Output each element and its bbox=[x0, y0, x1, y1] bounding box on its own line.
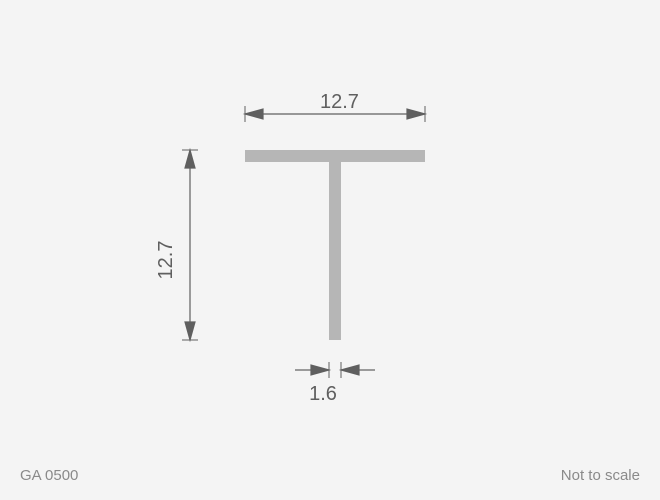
profile-top bbox=[245, 150, 425, 162]
product-code: GA 0500 bbox=[20, 467, 78, 484]
dim-thickness: 1.6 bbox=[309, 383, 337, 405]
profile-stem bbox=[329, 162, 341, 340]
scale-note: Not to scale bbox=[561, 467, 640, 484]
footer: GA 0500 Not to scale bbox=[20, 467, 640, 484]
dim-width: 12.7 bbox=[320, 91, 359, 113]
dim-height: 12.7 bbox=[155, 241, 177, 280]
drawing-canvas: 12.7 12.7 1.6 bbox=[0, 0, 660, 500]
